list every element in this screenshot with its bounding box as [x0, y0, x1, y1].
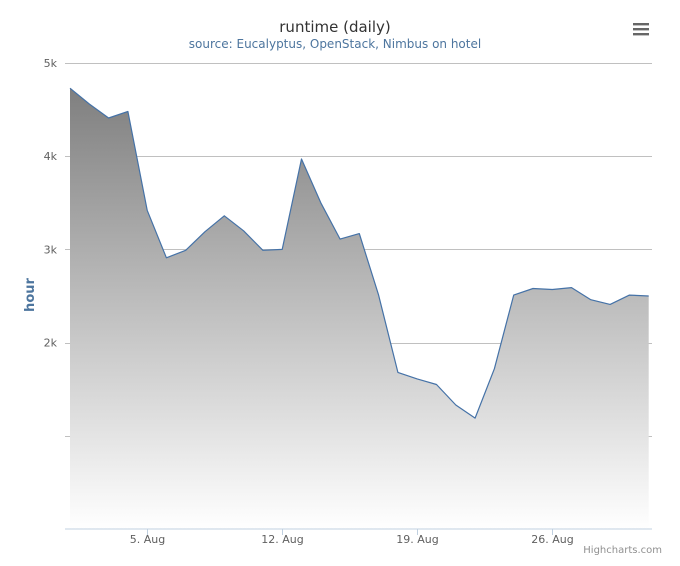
chart-subtitle: source: Eucalyptus, OpenStack, Nimbus on…	[189, 37, 481, 51]
x-tick-label: 5. Aug	[130, 533, 165, 546]
x-axis-ticks: 5. Aug 12. Aug 19. Aug 26. Aug	[130, 529, 574, 546]
x-tick-label: 19. Aug	[396, 533, 438, 546]
x-tick-label: 26. Aug	[531, 533, 573, 546]
y-tick-label: 5k	[44, 57, 58, 70]
series-area	[70, 88, 649, 529]
y-axis-ticks: 2k 3k 4k 5k	[44, 57, 58, 350]
series-line[interactable]	[69, 87, 649, 419]
y-tick-label: 3k	[44, 243, 58, 256]
y-axis-title: hour	[23, 277, 38, 311]
credits-label[interactable]: Highcharts.com	[583, 545, 662, 556]
chart-title: runtime (daily)	[279, 18, 390, 36]
series-area-group	[69, 87, 649, 529]
y-tick-label: 2k	[44, 337, 58, 350]
hamburger-menu-icon[interactable]	[628, 16, 654, 42]
y-tick-label: 4k	[44, 150, 58, 163]
x-tick-label: 12. Aug	[261, 533, 303, 546]
